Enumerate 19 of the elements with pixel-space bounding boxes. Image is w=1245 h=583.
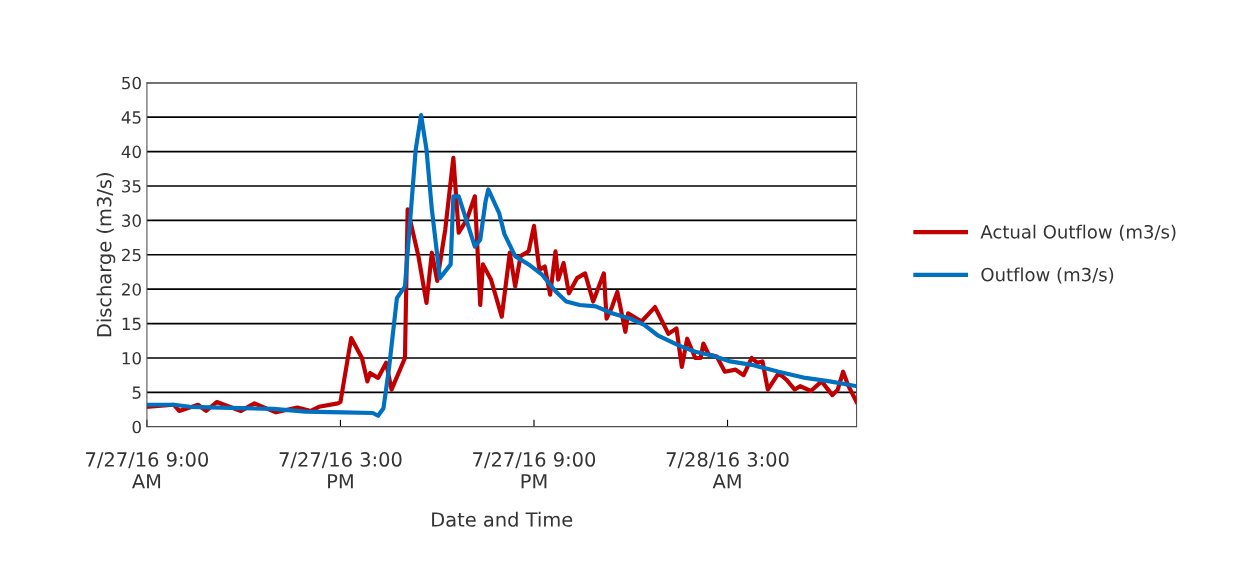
y-tick-label: 10 xyxy=(122,351,141,365)
y-tick-label: 20 xyxy=(122,283,141,296)
x-tick-label: 7/27/16 9:00 PM xyxy=(473,452,596,489)
y-tick-label: 25 xyxy=(122,248,141,262)
x-tick-label: 7/28/16 3:00 AM xyxy=(666,452,789,489)
y-tick-label: 50 xyxy=(122,76,141,90)
x-axis-title: Date and Time xyxy=(432,511,573,527)
y-tick-label: 0 xyxy=(132,420,141,434)
y-tick-label: 40 xyxy=(121,145,141,159)
y-tick-label: 35 xyxy=(122,179,141,193)
legend-label: Outflow (m3/s) xyxy=(981,267,1114,284)
y-tick-label: 15 xyxy=(122,317,141,331)
y-tick-label: 5 xyxy=(132,386,141,399)
legend-label: Actual Outflow (m3/s) xyxy=(980,224,1176,241)
y-axis-title: Discharge (m3/s) xyxy=(96,173,116,337)
x-tick-label: 7/27/16 3:00 PM xyxy=(279,452,402,489)
y-tick-label: 45 xyxy=(121,111,141,124)
y-tick-label: 30 xyxy=(122,214,141,227)
x-tick-label: 7/27/16 9:00 AM xyxy=(86,452,209,489)
